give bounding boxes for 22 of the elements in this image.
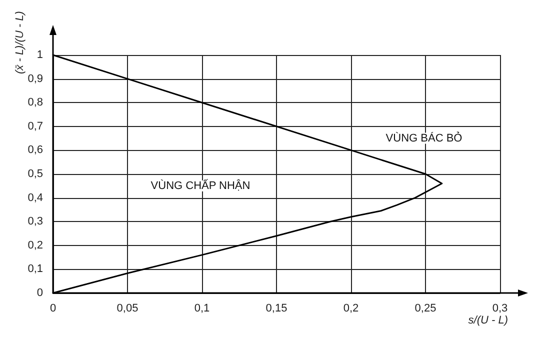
x-axis-title: s/(U - L) — [468, 314, 508, 326]
x-tick-label: 0,15 — [266, 302, 288, 314]
y-tick-label: 0,6 — [28, 144, 43, 156]
y-tick-label: 0 — [36, 287, 43, 299]
y-tick-label: 0,9 — [28, 72, 43, 85]
x-tick-label: 0,05 — [116, 302, 138, 314]
y-tick-label: 0,2 — [28, 239, 43, 252]
y-tick-label: 0,8 — [28, 96, 43, 109]
y-tick-label: 0,7 — [28, 120, 43, 132]
y-tick-label: 0,5 — [28, 168, 43, 180]
x-tick-label: 0,1 — [194, 302, 210, 314]
x-tick-label: 0,25 — [414, 302, 436, 314]
y-axis-title: (x̄ - L)/(U - L) — [14, 10, 26, 74]
annotation: VÙNG BÁC BỎ — [386, 131, 463, 144]
annotation: VÙNG CHẤP NHẬN — [150, 178, 250, 192]
x-tick-label: 0,3 — [492, 302, 508, 314]
y-tick-label: 0,1 — [28, 263, 43, 276]
x-tick-label: 0 — [50, 302, 56, 314]
y-tick-label: 0,3 — [28, 216, 43, 228]
x-tick-label: 0,2 — [343, 302, 359, 314]
y-tick-label: 1 — [36, 49, 43, 61]
y-tick-label: 0,4 — [28, 192, 43, 204]
